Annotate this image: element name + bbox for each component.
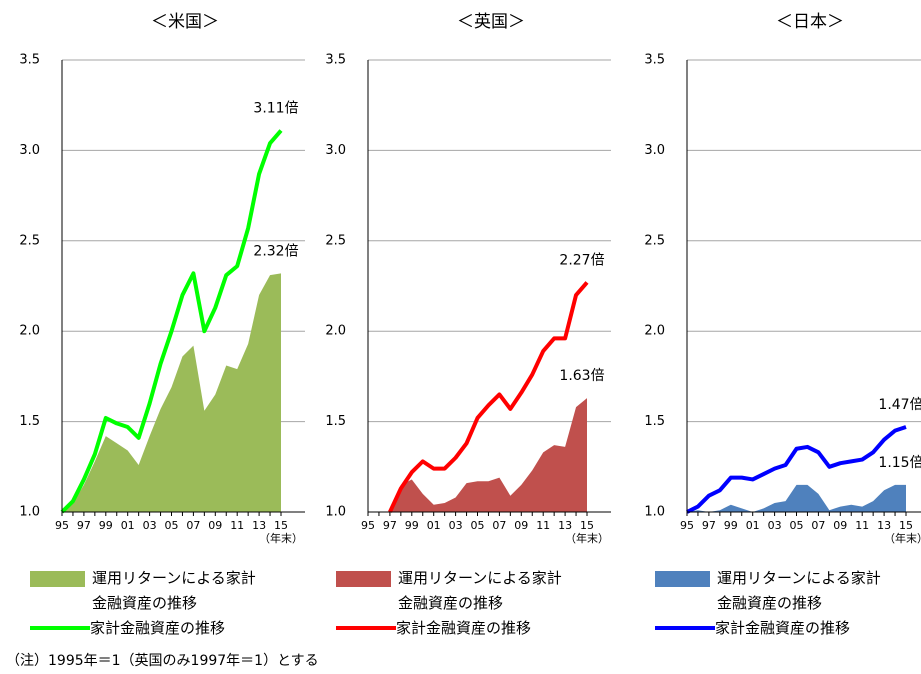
x-tick-label: 13 xyxy=(877,519,891,532)
value-label: 2.32倍 xyxy=(253,243,298,259)
x-tick-label: 03 xyxy=(143,519,157,532)
y-tick-label: 3.0 xyxy=(19,143,40,158)
footnote: （注）1995年＝1（英国のみ1997年＝1）とする xyxy=(6,653,319,669)
y-tick-label: 2.0 xyxy=(325,324,346,339)
x-tick-label: 99 xyxy=(99,519,113,532)
x-tick-label: 99 xyxy=(405,519,419,532)
x-tick-label: 05 xyxy=(471,519,485,532)
x-tick-label: 09 xyxy=(514,519,528,532)
y-tick-label: 1.0 xyxy=(644,505,665,520)
x-tick-label: 95 xyxy=(55,519,69,532)
y-tick-label: 2.0 xyxy=(644,324,665,339)
legend-label: 運用リターンによる家計金融資産の推移 xyxy=(92,569,256,612)
x-tick-label: 13 xyxy=(252,519,266,532)
y-tick-label: 3.5 xyxy=(19,53,40,68)
value-label: 1.47倍 xyxy=(878,397,921,413)
x-tick-label: 09 xyxy=(833,519,847,532)
legend-label: 家計金融資産の推移 xyxy=(396,619,532,637)
y-tick-label: 2.0 xyxy=(19,324,40,339)
x-tick-label: 97 xyxy=(383,519,397,532)
y-tick-label: 3.0 xyxy=(644,143,665,158)
y-tick-label: 2.5 xyxy=(325,233,346,248)
x-tick-label: 05 xyxy=(790,519,804,532)
x-tick-label: 03 xyxy=(768,519,782,532)
y-tick-label: 1.5 xyxy=(644,414,665,429)
legend-swatch xyxy=(30,571,85,587)
value-label: 3.11倍 xyxy=(253,101,298,117)
value-label: 1.15倍 xyxy=(878,455,921,471)
x-tick-label: 95 xyxy=(680,519,694,532)
line xyxy=(60,129,283,514)
x-tick-label: 09 xyxy=(208,519,222,532)
x-tick-label: 97 xyxy=(77,519,91,532)
legend-swatch xyxy=(655,571,710,587)
x-tick-label: 07 xyxy=(492,519,506,532)
legend-swatch xyxy=(336,571,391,587)
y-tick-label: 3.5 xyxy=(325,53,346,68)
chart-title: ＜日本＞ xyxy=(776,12,844,32)
y-tick-label: 1.5 xyxy=(19,414,40,429)
x-tick-label: 95 xyxy=(361,519,375,532)
legend-label: 運用リターンによる家計金融資産の推移 xyxy=(717,569,881,612)
area xyxy=(687,484,906,512)
y-tick-label: 1.0 xyxy=(325,505,346,520)
chart-title: ＜米国＞ xyxy=(151,12,219,32)
y-tick-label: 1.0 xyxy=(19,505,40,520)
x-tick-label: 03 xyxy=(449,519,463,532)
y-tick-label: 1.5 xyxy=(325,414,346,429)
legend-label: 家計金融資産の推移 xyxy=(715,619,851,637)
x-axis-label: （年末） xyxy=(884,531,921,545)
x-tick-label: 97 xyxy=(702,519,716,532)
x-axis-label: （年末） xyxy=(259,531,303,545)
chart-title: ＜英国＞ xyxy=(457,12,525,32)
x-tick-label: 01 xyxy=(121,519,135,532)
y-tick-label: 3.5 xyxy=(644,53,665,68)
x-tick-label: 01 xyxy=(746,519,760,532)
x-tick-label: 01 xyxy=(427,519,441,532)
value-label: 1.63倍 xyxy=(559,368,604,384)
x-tick-label: 11 xyxy=(230,519,244,532)
value-label: 2.27倍 xyxy=(559,252,604,268)
line xyxy=(388,281,589,513)
area xyxy=(62,273,281,512)
x-tick-label: 07 xyxy=(186,519,200,532)
legend-label: 家計金融資産の推移 xyxy=(90,619,226,637)
x-tick-label: 99 xyxy=(724,519,738,532)
x-tick-label: 13 xyxy=(558,519,572,532)
x-tick-label: 15 xyxy=(899,519,913,532)
y-tick-label: 2.5 xyxy=(19,233,40,248)
area xyxy=(389,398,587,512)
x-tick-label: 05 xyxy=(165,519,179,532)
legend-label: 運用リターンによる家計金融資産の推移 xyxy=(398,569,562,612)
x-tick-label: 07 xyxy=(811,519,825,532)
y-tick-label: 2.5 xyxy=(644,233,665,248)
line xyxy=(686,425,907,514)
x-tick-label: 11 xyxy=(855,519,869,532)
x-axis-label: （年末） xyxy=(565,531,609,545)
x-tick-label: 15 xyxy=(274,519,288,532)
x-tick-label: 15 xyxy=(580,519,594,532)
x-tick-label: 11 xyxy=(536,519,550,532)
y-tick-label: 3.0 xyxy=(325,143,346,158)
